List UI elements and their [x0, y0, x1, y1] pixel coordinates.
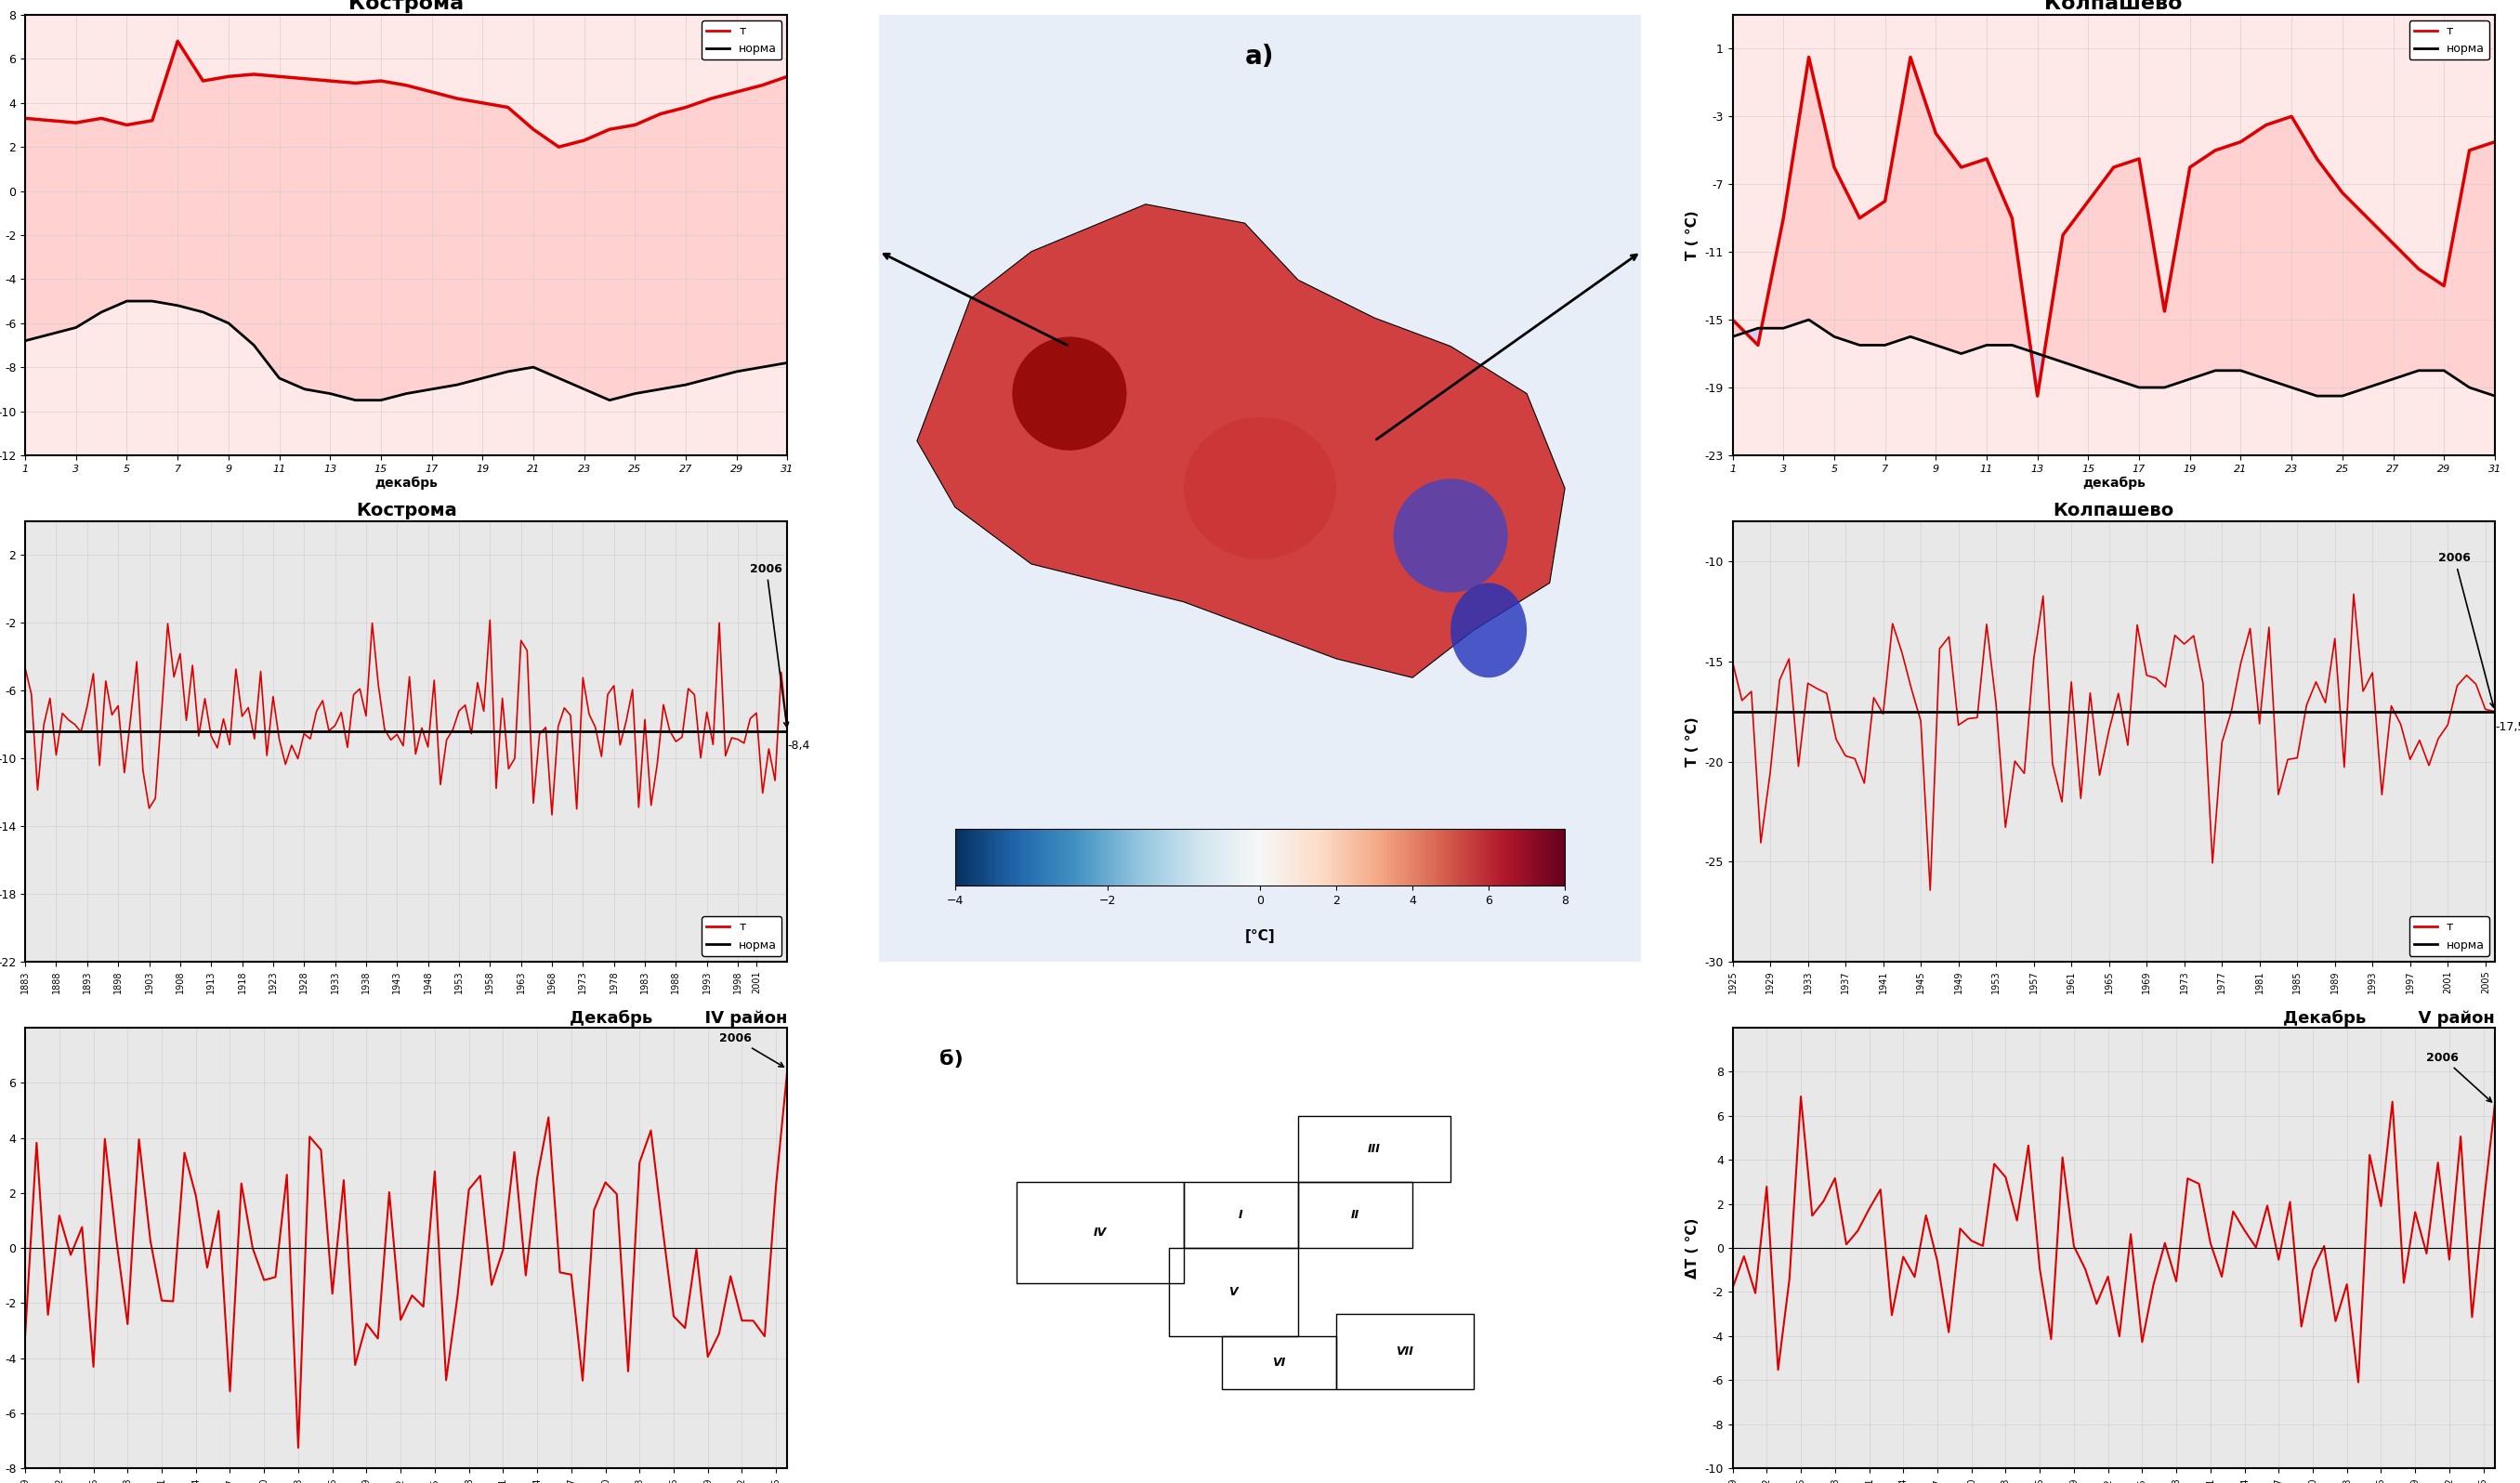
Text: V: V: [1230, 1286, 1237, 1298]
Y-axis label: Т ( °С): Т ( °С): [1686, 716, 1698, 767]
Title: Колпашево: Колпашево: [2054, 503, 2175, 521]
Title: Кострома: Кострома: [348, 0, 464, 13]
Text: Декабрь         V район: Декабрь V район: [2283, 1010, 2495, 1026]
Legend: т, норма: т, норма: [701, 916, 781, 957]
Text: III: III: [1368, 1143, 1381, 1155]
Ellipse shape: [1013, 337, 1126, 451]
Text: [°C]: [°C]: [1245, 928, 1275, 943]
Text: б): б): [940, 1050, 963, 1068]
Text: IV: IV: [1094, 1226, 1106, 1238]
Text: 2006: 2006: [751, 564, 789, 727]
X-axis label: декабрь: декабрь: [2082, 476, 2145, 489]
Text: -8,4: -8,4: [786, 740, 809, 752]
Ellipse shape: [1452, 583, 1527, 678]
Text: VI: VI: [1273, 1357, 1285, 1369]
Polygon shape: [917, 205, 1565, 678]
Text: а): а): [1245, 43, 1275, 70]
Text: 2006: 2006: [2427, 1051, 2492, 1102]
Text: II: II: [1351, 1209, 1361, 1221]
Legend: т, норма: т, норма: [701, 21, 781, 59]
Ellipse shape: [1184, 417, 1336, 559]
Ellipse shape: [1394, 479, 1507, 592]
Title: Кострома: Кострома: [355, 503, 456, 521]
X-axis label: декабрь: декабрь: [375, 476, 438, 489]
Text: Декабрь         IV район: Декабрь IV район: [570, 1010, 786, 1026]
Y-axis label: Т ( °С): Т ( °С): [1686, 211, 1698, 260]
Legend: т, норма: т, норма: [2409, 21, 2490, 59]
Text: -17,5: -17,5: [2495, 722, 2520, 734]
Text: VII: VII: [1396, 1345, 1414, 1357]
Text: I: I: [1240, 1209, 1242, 1221]
Legend: т, норма: т, норма: [2409, 916, 2490, 957]
Text: 2006: 2006: [2439, 552, 2495, 707]
Text: 2006: 2006: [718, 1032, 784, 1066]
Y-axis label: ΔТ ( °С): ΔТ ( °С): [1686, 1218, 1698, 1278]
Title: Колпашево: Колпашево: [2044, 0, 2182, 13]
